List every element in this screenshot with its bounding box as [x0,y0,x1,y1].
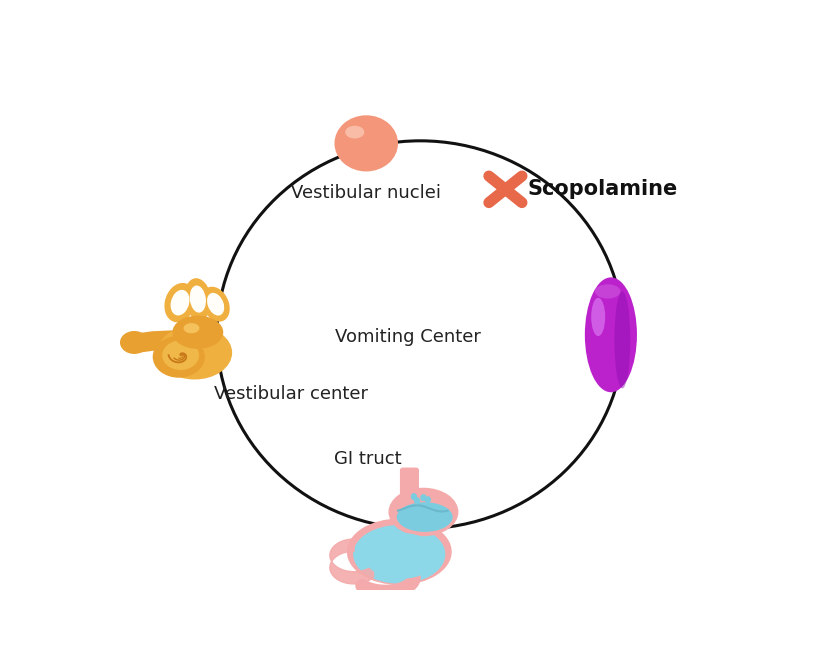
Text: Vestibular nuclei: Vestibular nuclei [291,184,441,202]
Ellipse shape [189,286,206,313]
Ellipse shape [120,331,148,354]
Text: GI truct: GI truct [334,450,401,467]
Ellipse shape [152,336,205,378]
Ellipse shape [170,290,189,316]
Ellipse shape [410,493,417,500]
Ellipse shape [364,533,438,579]
Ellipse shape [164,283,196,322]
Ellipse shape [420,494,426,501]
Ellipse shape [590,298,604,336]
Ellipse shape [201,286,229,322]
Ellipse shape [157,326,232,379]
Ellipse shape [595,284,620,298]
FancyBboxPatch shape [400,467,419,498]
Ellipse shape [353,525,445,583]
Ellipse shape [183,323,199,333]
Text: Vomiting Center: Vomiting Center [334,328,480,346]
Ellipse shape [334,115,397,172]
Ellipse shape [162,340,199,370]
Ellipse shape [184,278,211,320]
Ellipse shape [584,277,636,392]
Ellipse shape [346,518,451,585]
Text: Vestibular center: Vestibular center [214,385,367,402]
Ellipse shape [388,488,458,536]
Ellipse shape [396,503,452,532]
Ellipse shape [345,126,364,139]
Ellipse shape [206,293,224,316]
Text: Scopolamine: Scopolamine [527,179,676,200]
Ellipse shape [613,292,630,389]
Ellipse shape [414,497,420,505]
Ellipse shape [172,316,223,349]
Ellipse shape [424,496,431,503]
